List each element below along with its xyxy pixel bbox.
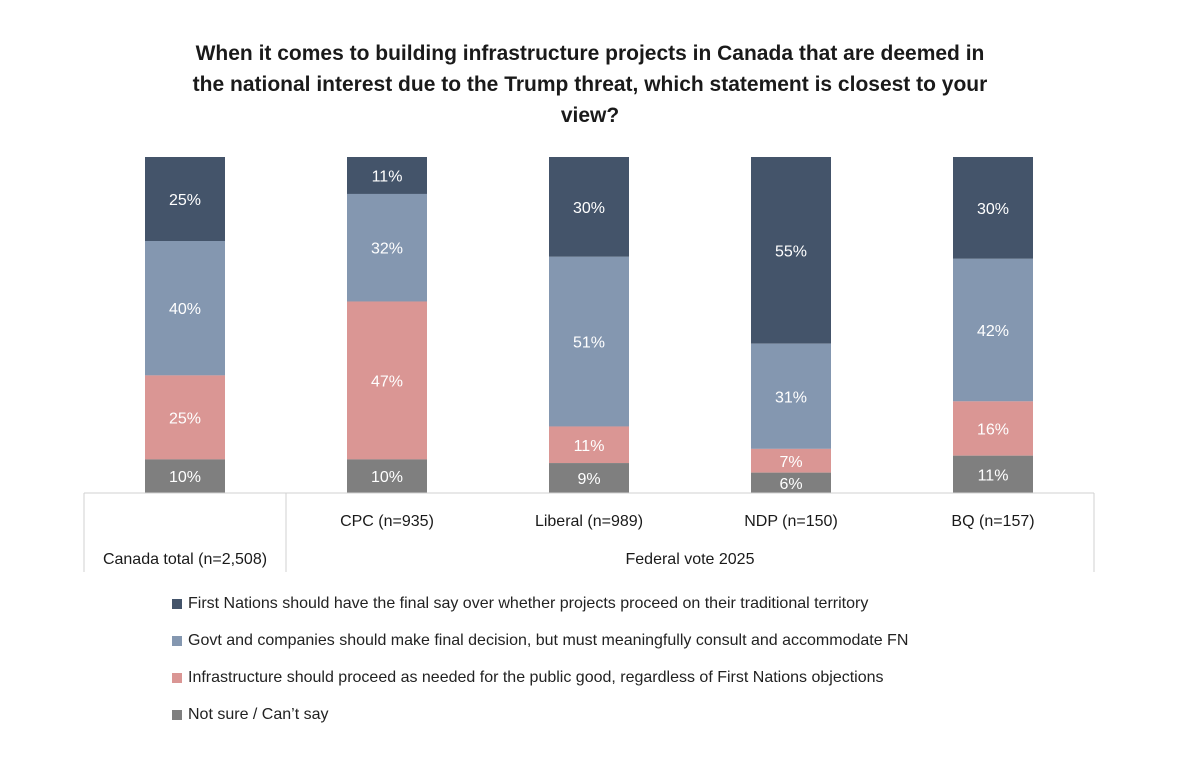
bar-segment [347, 193, 427, 302]
data-label: 11% [574, 438, 605, 455]
data-label: 6% [779, 476, 802, 493]
category-label: NDP (n=150) [744, 513, 838, 530]
bar-segment [549, 463, 629, 493]
bar-segment [145, 241, 225, 376]
bar-segment [751, 448, 831, 473]
legend-label: First Nations should have the final say … [188, 594, 869, 612]
legend-label: Infrastructure should proceed as needed … [188, 668, 884, 686]
bar-segment [347, 459, 427, 493]
bar-segment [549, 426, 629, 464]
chart-title: When it comes to building infrastructure… [160, 38, 1020, 131]
bar-segment [347, 157, 427, 194]
category-label: BQ (n=157) [951, 513, 1034, 530]
data-label: 42% [977, 323, 1009, 340]
legend-item: Govt and companies should make final dec… [172, 622, 1072, 659]
legend-item: First Nations should have the final say … [172, 585, 1072, 622]
chart-title-line: the national interest due to the Trump t… [192, 73, 988, 96]
data-label: 11% [978, 467, 1009, 484]
bar-segment [953, 157, 1033, 259]
legend-swatch [172, 672, 182, 683]
data-label: 47% [371, 373, 403, 390]
data-label: 16% [977, 422, 1009, 439]
data-label: 30% [977, 201, 1009, 218]
data-label: 32% [371, 241, 403, 258]
category-label: CPC (n=935) [340, 513, 434, 530]
bar-segment [145, 157, 225, 241]
category-label: Liberal (n=989) [535, 513, 643, 530]
legend-swatch [172, 598, 182, 609]
bar-segment [145, 375, 225, 460]
legend-label: Not sure / Can’t say [188, 705, 329, 723]
bar-segment [549, 157, 629, 257]
data-label: 9% [577, 471, 600, 488]
chart-legend: First Nations should have the final say … [172, 585, 1072, 733]
legend-item: Not sure / Can’t say [172, 696, 1072, 733]
bar-segment [953, 401, 1033, 456]
bar-segment [751, 157, 831, 344]
data-label: 25% [169, 410, 201, 427]
data-label: 51% [573, 335, 605, 352]
chart-title-line: When it comes to building infrastructure… [195, 42, 985, 65]
bar-segment [953, 258, 1033, 402]
bar-segment [751, 472, 831, 493]
bar-segment [347, 301, 427, 460]
chart-title-line: view? [560, 104, 620, 127]
data-label: 10% [371, 469, 403, 486]
data-label: 31% [775, 389, 807, 406]
group-label: Federal vote 2025 [626, 551, 755, 568]
data-label: 7% [779, 454, 802, 471]
data-label: 40% [169, 301, 201, 318]
data-label: 11% [372, 168, 403, 185]
bar-segment [549, 256, 629, 427]
category-label: Canada total (n=2,508) [103, 551, 267, 568]
legend-swatch [172, 635, 182, 646]
data-label: 30% [573, 200, 605, 217]
data-label: 10% [169, 469, 201, 486]
data-label: 55% [775, 243, 807, 260]
legend-label: Govt and companies should make final dec… [188, 631, 909, 649]
bar-segment [953, 455, 1033, 493]
legend-swatch [172, 709, 182, 720]
bar-segment [145, 459, 225, 493]
bar-segment [751, 343, 831, 449]
data-label: 25% [169, 192, 201, 209]
legend-item: Infrastructure should proceed as needed … [172, 659, 1072, 696]
